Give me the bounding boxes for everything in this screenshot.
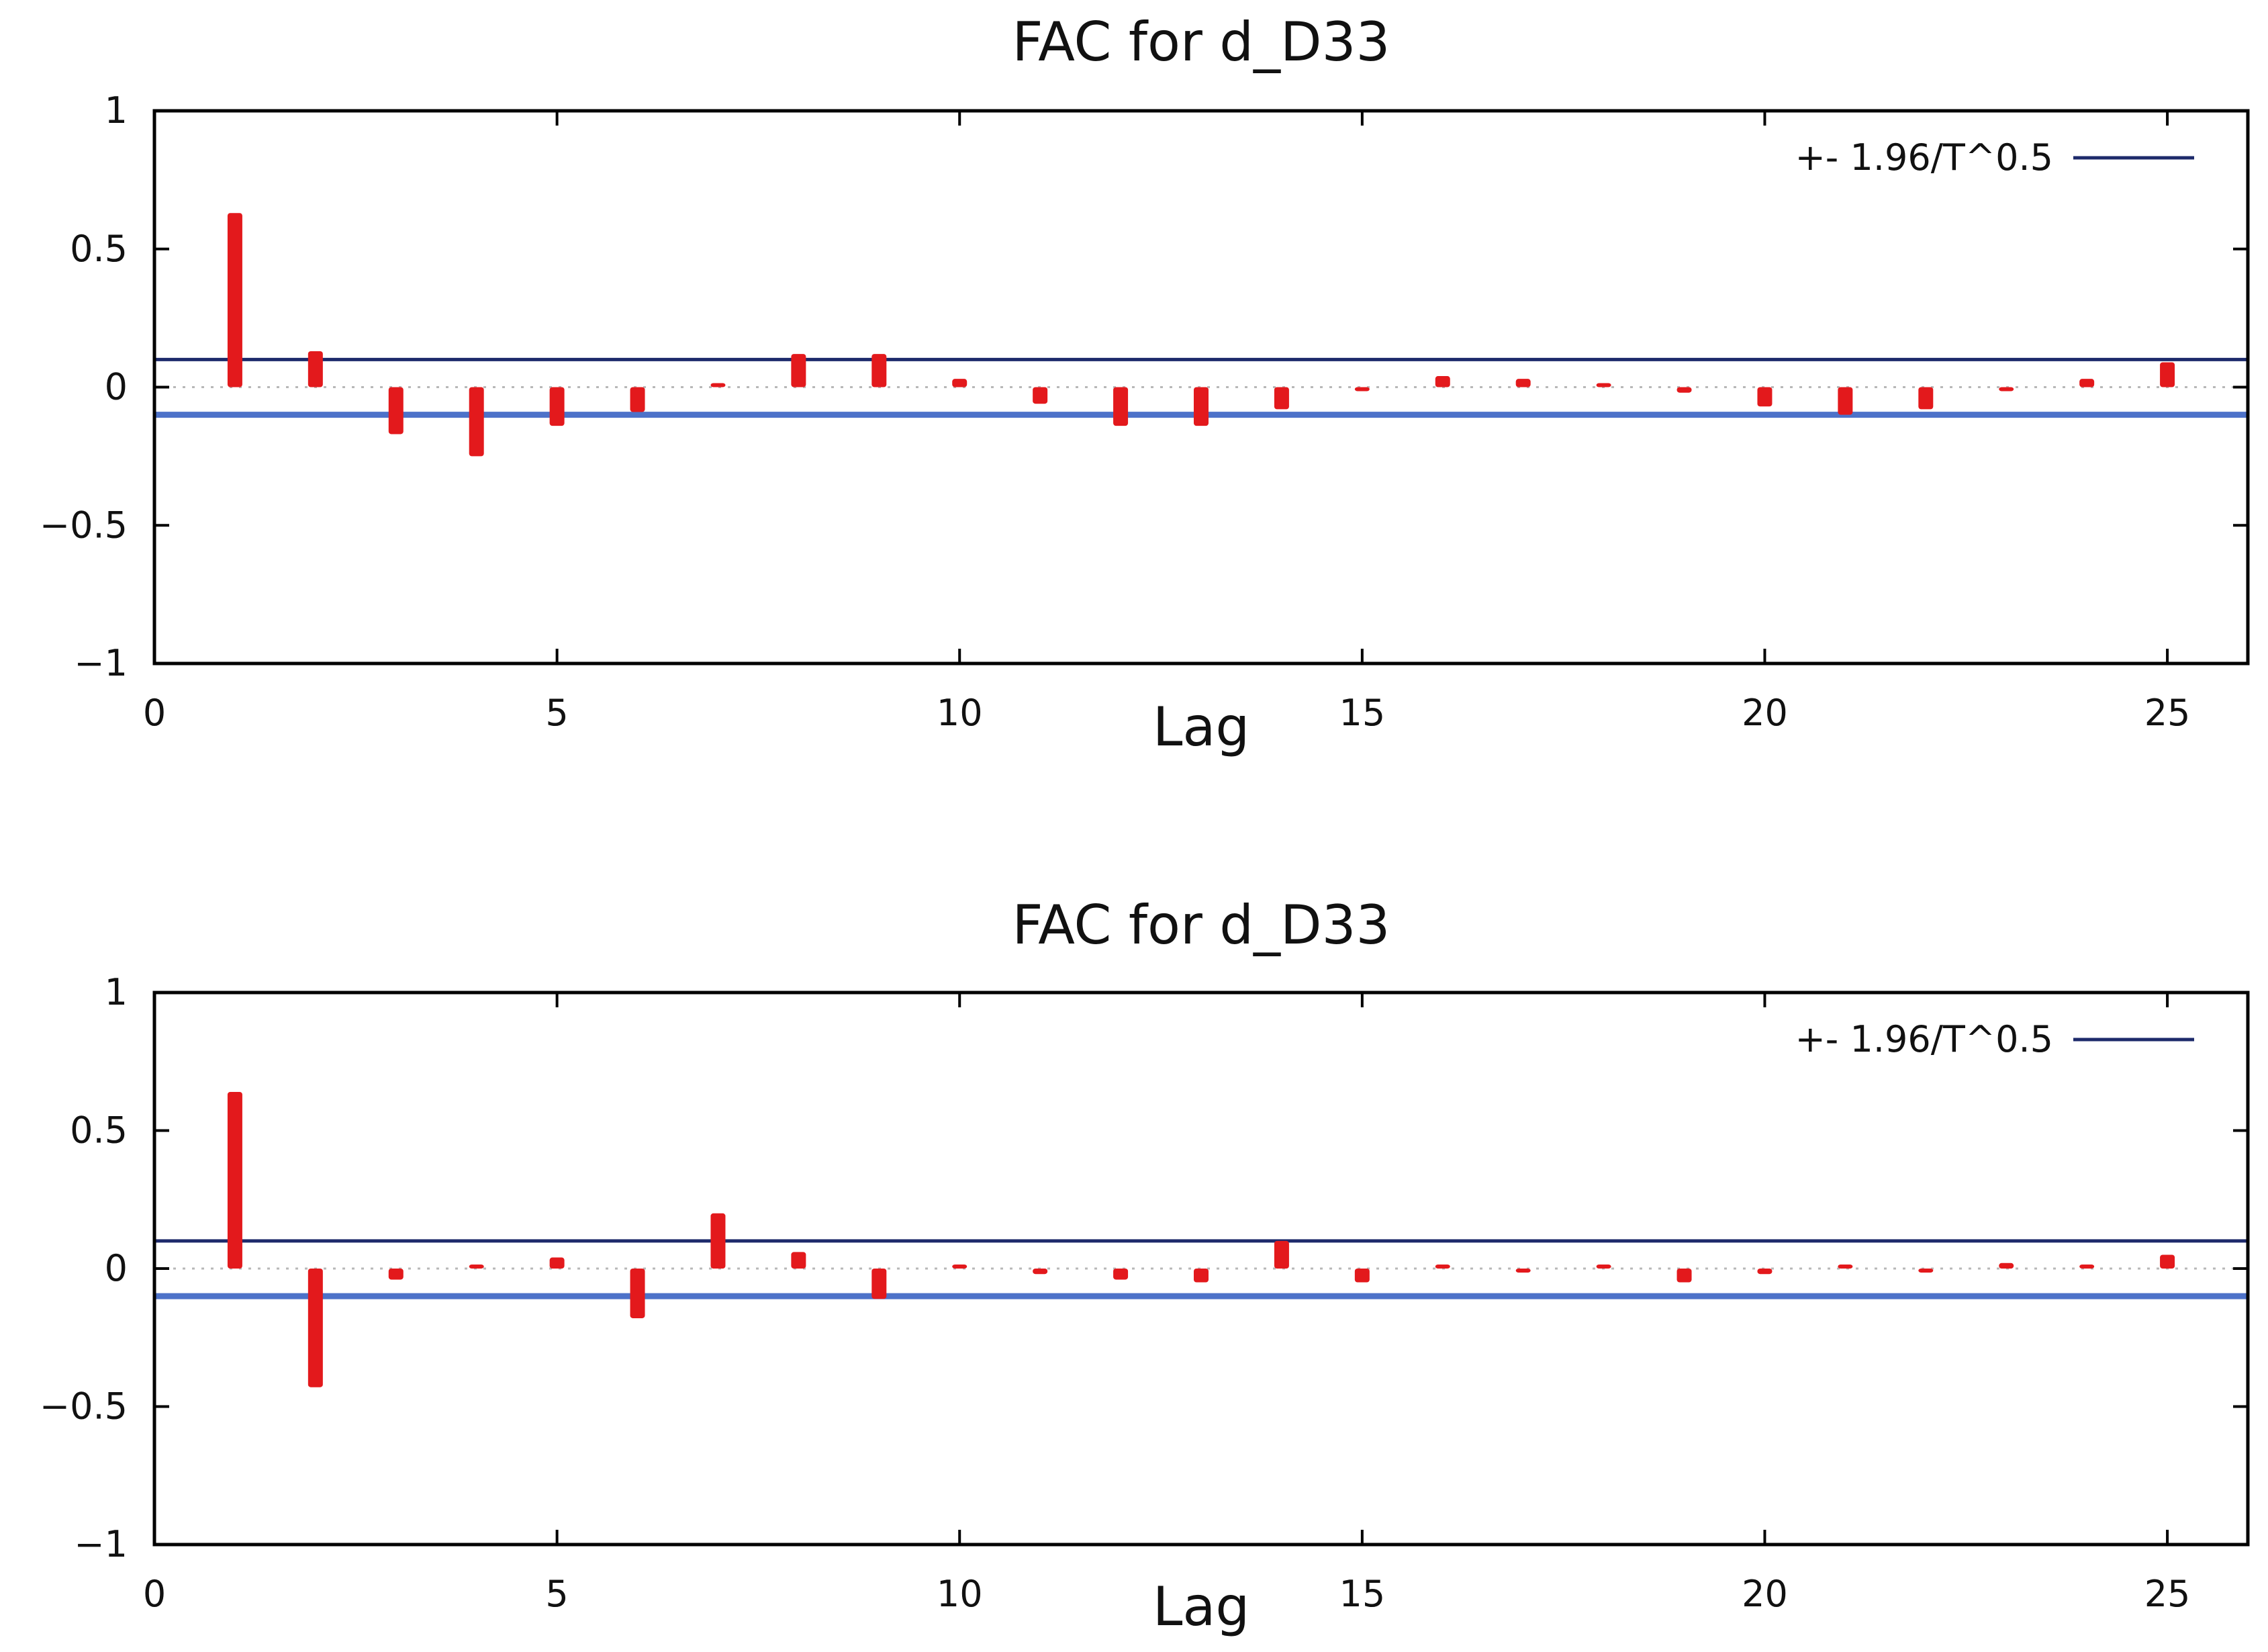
acf-bar-lag-1 — [227, 1091, 242, 1269]
legend-label: +- 1.96/T^0.5 — [1795, 1018, 2053, 1060]
x-tick-label: 15 — [1339, 692, 1385, 734]
acf-bar-lag-16 — [1435, 376, 1450, 387]
acf-bar-lag-20 — [1757, 1269, 1773, 1275]
acf-bar-lag-21 — [1838, 1265, 1853, 1269]
acf-bar-lag-4 — [469, 1265, 484, 1269]
x-tick-label: 25 — [2144, 1573, 2191, 1615]
acf-bar-lag-17 — [1515, 1269, 1531, 1273]
acf-bar-lag-23 — [1999, 1263, 2014, 1269]
acf-bar-lag-9 — [871, 354, 887, 387]
acf-bar-lag-12 — [1113, 1269, 1129, 1280]
acf-bar-lag-10 — [952, 1265, 967, 1269]
x-tick-label: 5 — [545, 1573, 568, 1615]
acf-bar-lag-8 — [791, 1252, 806, 1269]
acf-bar-lag-6 — [630, 1269, 645, 1318]
acf-bar-lag-18 — [1596, 383, 1611, 387]
acf-bar-lag-19 — [1676, 1269, 1692, 1283]
x-tick-label: 10 — [937, 1573, 983, 1615]
y-tick-label: 0 — [105, 1247, 128, 1289]
acf-bar-lag-11 — [1033, 387, 1048, 404]
acf-bar-lag-5 — [549, 1257, 565, 1269]
x-tick-label: 0 — [143, 692, 166, 734]
acf-bar-lag-7 — [710, 383, 726, 387]
acf-bar-lag-17 — [1515, 379, 1531, 387]
chart-panel-top: FAC for d_D33 0 5 10 15 20 25 1 0.5 0 −0.5 −1 Lag +- … — [40, 11, 2250, 758]
acf-bar-lag-23 — [1999, 387, 2014, 392]
acf-bar-lag-3 — [388, 387, 404, 434]
y-tick-label: 0.5 — [70, 228, 128, 270]
acf-bar-lag-22 — [1918, 1269, 1934, 1273]
acf-bar-lag-14 — [1274, 1240, 1289, 1269]
y-tick-label: −1 — [74, 642, 128, 684]
acf-bar-lag-12 — [1113, 387, 1129, 426]
acf-bar-lag-11 — [1033, 1269, 1048, 1275]
acf-bar-lag-3 — [388, 1269, 404, 1280]
acf-bar-lag-2 — [308, 1269, 323, 1387]
acf-bar-lag-25 — [2160, 1254, 2175, 1269]
acf-bar-lag-15 — [1354, 1269, 1370, 1283]
y-tick-label: −0.5 — [40, 1385, 128, 1428]
acf-bar-lag-6 — [630, 387, 645, 412]
x-tick-label: 5 — [545, 692, 568, 734]
acf-bar-lag-13 — [1194, 1269, 1209, 1283]
acf-bar-lag-18 — [1596, 1265, 1611, 1269]
acf-bar-lag-5 — [549, 387, 565, 426]
x-tick-label: 20 — [1742, 692, 1788, 734]
x-axis-label: Lag — [1153, 696, 1249, 758]
chart-panel-bottom: FAC for d_D33 0 5 10 15 20 25 1 0.5 0 −0.5 −1 Lag +- … — [40, 894, 2250, 1638]
x-tick-label: 25 — [2144, 692, 2191, 734]
x-tick-label: 0 — [143, 1573, 166, 1615]
acf-bar-lag-4 — [469, 387, 484, 457]
y-tick-label: 1 — [105, 971, 128, 1013]
x-tick-label: 20 — [1742, 1573, 1788, 1615]
acf-bar-lag-15 — [1354, 387, 1370, 392]
acf-bar-lag-9 — [871, 1269, 887, 1299]
acf-bar-lag-8 — [791, 354, 806, 387]
acf-bar-lag-10 — [952, 379, 967, 387]
legend-label: +- 1.96/T^0.5 — [1795, 136, 2053, 179]
acf-bar-lag-22 — [1918, 387, 1934, 410]
x-tick-label: 10 — [937, 692, 983, 734]
acf-bar-lag-14 — [1274, 387, 1289, 410]
acf-bar-lag-25 — [2160, 362, 2175, 387]
chart-title: FAC for d_D33 — [1012, 894, 1390, 956]
y-tick-label: 0.5 — [70, 1109, 128, 1152]
y-tick-label: −0.5 — [40, 504, 128, 546]
y-tick-label: −1 — [74, 1523, 128, 1565]
y-tick-label: 0 — [105, 366, 128, 408]
acf-bar-lag-21 — [1838, 387, 1853, 415]
acf-bar-lag-24 — [2079, 1265, 2095, 1269]
x-tick-label: 15 — [1339, 1573, 1385, 1615]
chart-title: FAC for d_D33 — [1012, 11, 1390, 73]
acf-bar-lag-7 — [710, 1213, 726, 1269]
acf-bar-lag-13 — [1194, 387, 1209, 426]
acf-bar-lag-19 — [1676, 387, 1692, 393]
acf-bar-lag-2 — [308, 351, 323, 387]
acf-bar-lag-24 — [2079, 379, 2095, 387]
acf-bar-lag-1 — [227, 213, 242, 387]
x-axis-label: Lag — [1153, 1575, 1249, 1638]
acf-bar-lag-20 — [1757, 387, 1773, 407]
y-tick-label: 1 — [105, 89, 128, 132]
acf-bar-lag-16 — [1435, 1265, 1450, 1269]
